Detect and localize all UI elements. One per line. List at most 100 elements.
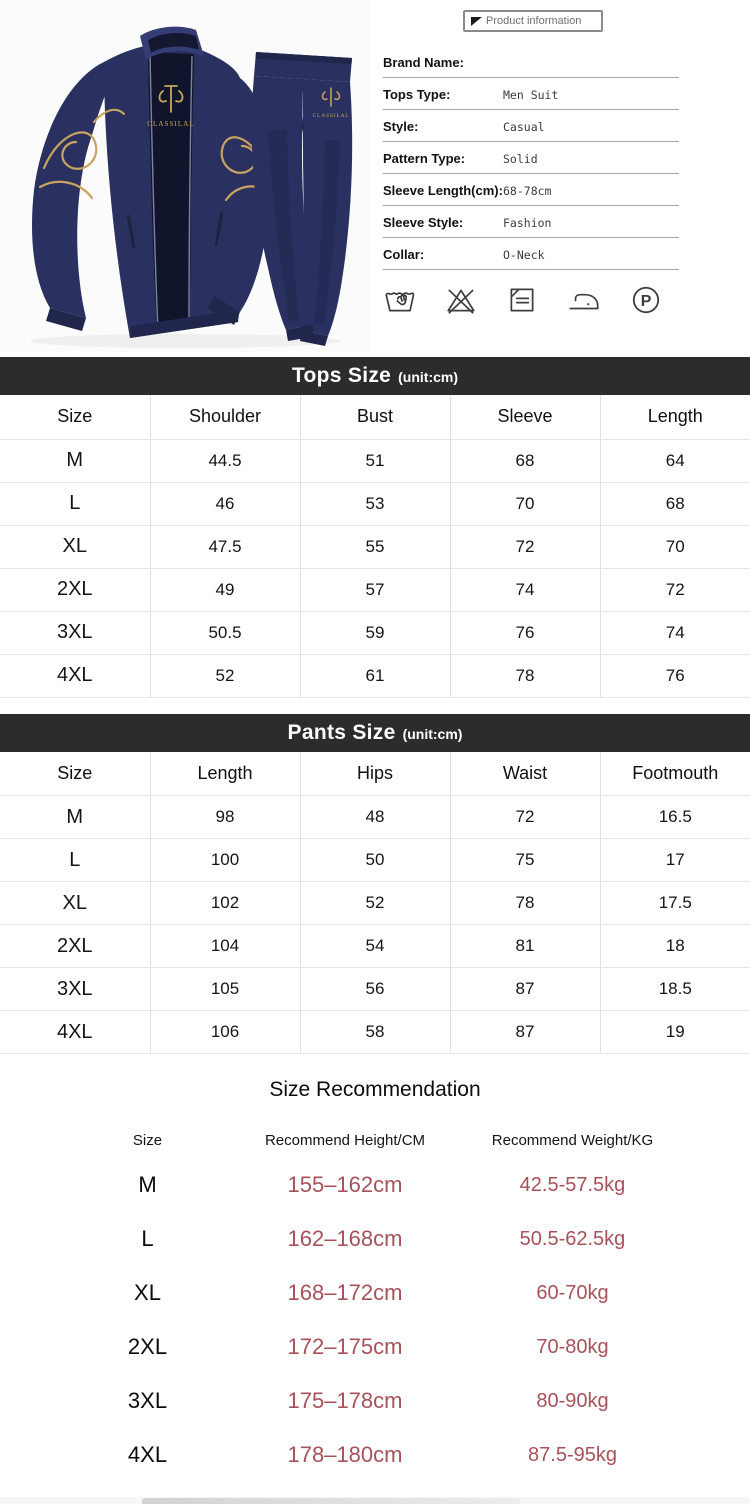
- tops-size-header-bar: Tops Size (unit:cm): [0, 357, 750, 395]
- value-cell: 46: [150, 482, 301, 526]
- height-cell: 172–175cm: [287, 1334, 403, 1359]
- value-cell: 64: [600, 439, 750, 483]
- size-cell: 2XL: [0, 924, 151, 968]
- size-recommendation-header-row: Size Recommend Height/CM Recommend Weigh…: [55, 1122, 695, 1158]
- value-cell: 58: [300, 1010, 451, 1054]
- value-cell: 81: [450, 924, 601, 968]
- value-cell: 61: [300, 654, 451, 698]
- value-cell: 52: [300, 881, 451, 925]
- product-info-rows: Brand Name: Tops Type: Men Suit Style: C…: [383, 46, 679, 270]
- pants-logo-text: CLASSILAL: [313, 113, 350, 119]
- value-cell: 75: [450, 838, 601, 882]
- table-row: 4XL 106 58 87 19: [0, 1010, 750, 1054]
- column-header: Recommend Height/CM: [264, 1131, 426, 1149]
- product-info-value: Solid: [503, 152, 538, 166]
- size-recommendation-table: Size Recommend Height/CM Recommend Weigh…: [55, 1122, 695, 1482]
- size-cell: XL: [134, 1280, 161, 1305]
- table-row: 2XL 49 57 74 72: [0, 568, 750, 612]
- height-cell: 168–172cm: [287, 1280, 403, 1305]
- product-info-label: Collar:: [383, 247, 425, 262]
- column-header: Waist: [450, 751, 601, 796]
- size-cell: 3XL: [0, 611, 151, 655]
- value-cell: 72: [450, 795, 601, 839]
- value-cell: 78: [450, 881, 601, 925]
- size-cell: M: [0, 439, 151, 483]
- product-info-label: Pattern Type:: [383, 151, 466, 166]
- product-info-row: Sleeve Style: Fashion: [383, 206, 679, 238]
- pants-size-header-bar: Pants Size (unit:cm): [0, 713, 750, 752]
- size-cell: L: [0, 482, 151, 526]
- product-info-value: 68-78cm: [503, 184, 552, 198]
- value-cell: 74: [600, 611, 750, 655]
- height-cell: 155–162cm: [287, 1172, 403, 1197]
- product-info-label: Sleeve Length(cm):: [383, 183, 503, 198]
- value-cell: 87: [450, 1010, 601, 1054]
- next-section-edge: [0, 1497, 750, 1504]
- size-cell: XL: [0, 525, 151, 569]
- pants-logo: [321, 87, 341, 107]
- value-cell: 98: [150, 795, 301, 839]
- value-cell: 50: [300, 838, 451, 882]
- product-information-title: Product information: [486, 15, 582, 27]
- size-cell: 2XL: [0, 568, 151, 612]
- product-info-row: Tops Type: Men Suit: [383, 78, 679, 110]
- value-cell: 53: [300, 482, 451, 526]
- value-cell: 72: [600, 568, 750, 612]
- product-info-label: Style:: [383, 119, 419, 134]
- hand-wash-icon: [385, 292, 415, 312]
- sleeve-embroidery-left: [38, 108, 126, 200]
- pants-size-table: Size Length Hips Waist Footmouth M 98 48…: [0, 751, 750, 1054]
- size-cell: 4XL: [0, 1010, 151, 1054]
- product-info-row: Pattern Type: Solid: [383, 142, 679, 174]
- value-cell: 50.5: [150, 611, 301, 655]
- value-cell: 59: [300, 611, 451, 655]
- chest-logo: [158, 85, 184, 113]
- value-cell: 68: [600, 482, 750, 526]
- value-cell: 18.5: [600, 967, 750, 1011]
- value-cell: 68: [450, 439, 601, 483]
- product-info-value: Fashion: [503, 216, 552, 230]
- size-cell: 4XL: [127, 1442, 168, 1467]
- value-cell: 19: [600, 1010, 750, 1054]
- product-info-row: Sleeve Length(cm): 68-78cm: [383, 174, 679, 206]
- value-cell: 76: [600, 654, 750, 698]
- value-cell: 104: [150, 924, 301, 968]
- value-cell: 70: [600, 525, 750, 569]
- value-cell: 55: [300, 525, 451, 569]
- pants-size-header-row: Size Length Hips Waist Footmouth: [0, 751, 750, 796]
- do-not-bleach-icon: [447, 289, 475, 314]
- flag-icon: [471, 16, 482, 26]
- weight-cell: 42.5-57.5kg: [519, 1173, 626, 1196]
- product-info-label: Brand Name:: [383, 55, 464, 70]
- value-cell: 102: [150, 881, 301, 925]
- pants-size-unit: (unit:cm): [402, 725, 463, 742]
- height-cell: 175–178cm: [287, 1388, 403, 1413]
- table-row: 3XL 105 56 87 18.5: [0, 967, 750, 1011]
- value-cell: 76: [450, 611, 601, 655]
- product-info-value: Men Suit: [503, 88, 559, 102]
- jacket-graphic: CLASSILAL: [31, 26, 271, 338]
- iron-icon: [569, 293, 599, 310]
- weight-cell: 60-70kg: [536, 1281, 609, 1304]
- table-row: 3XL 50.5 59 76 74: [0, 611, 750, 655]
- value-cell: 47.5: [150, 525, 301, 569]
- table-row: 4XL 52 61 78 76: [0, 654, 750, 698]
- table-row: M 44.5 51 68 64: [0, 439, 750, 483]
- product-information-badge: Product information: [463, 10, 603, 32]
- table-row: L 100 50 75 17: [0, 838, 750, 882]
- value-cell: 106: [150, 1010, 301, 1054]
- size-cell: M: [0, 795, 151, 839]
- value-cell: 72: [450, 525, 601, 569]
- care-icons-row: P: [383, 283, 663, 317]
- table-row: 4XL 178–180cm 87.5-95kg: [55, 1428, 695, 1482]
- column-header: Recommend Weight/KG: [491, 1131, 654, 1149]
- tops-size-table: Size Shoulder Bust Sleeve Length M 44.5 …: [0, 395, 750, 698]
- value-cell: 17.5: [600, 881, 750, 925]
- table-row: M 155–162cm 42.5-57.5kg: [55, 1158, 695, 1212]
- size-cell: L: [141, 1226, 154, 1251]
- product-info-row: Brand Name:: [383, 46, 679, 78]
- svg-text:P: P: [641, 293, 652, 310]
- product-info-panel: Product information Brand Name: Tops Typ…: [370, 0, 750, 352]
- size-cell: 2XL: [127, 1334, 168, 1359]
